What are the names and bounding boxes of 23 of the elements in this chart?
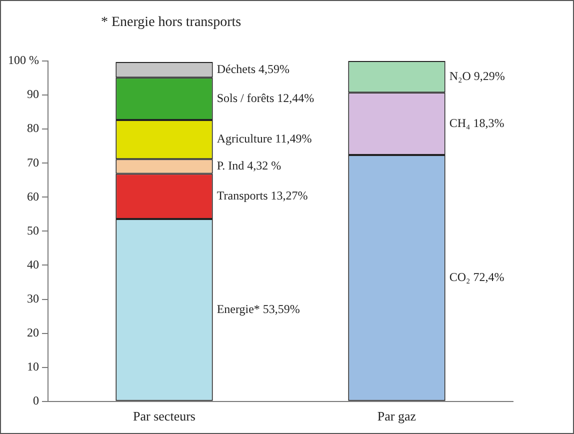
text: Déchets 4,59% [216,62,290,76]
text: CH₄ 18,3% [449,116,504,130]
y-tick-label: 90 [26,87,39,102]
text: CO₂ 72,4% [449,270,504,284]
y-tick-label: 100 % [8,53,39,68]
y-tick-label: 0 [32,394,39,408]
x-tick-label: Par gaz [377,408,416,424]
text: * Energie hors transports [101,15,242,31]
text: Transports 13,27% [216,188,308,203]
y-tick-label: 30 [26,291,39,306]
y-tick-label: 40 [26,257,39,272]
y-tick-label: 60 [26,189,39,204]
y-tick-label: 50 [26,223,39,238]
text: N₂O 9,29% [449,69,505,83]
y-tick-label: 70 [26,155,39,170]
text: Sols / forêts 12,44% [216,90,314,105]
y-tick-label: 80 [26,121,39,136]
y-tick-label: 10 [26,360,39,374]
text: Agriculture 11,49% [216,132,312,146]
text: Energie* 53,59% [216,302,300,316]
y-tick-label: 20 [26,325,39,340]
text: P. Ind 4,32 % [216,158,282,173]
x-tick-label: Par secteurs [133,408,196,424]
